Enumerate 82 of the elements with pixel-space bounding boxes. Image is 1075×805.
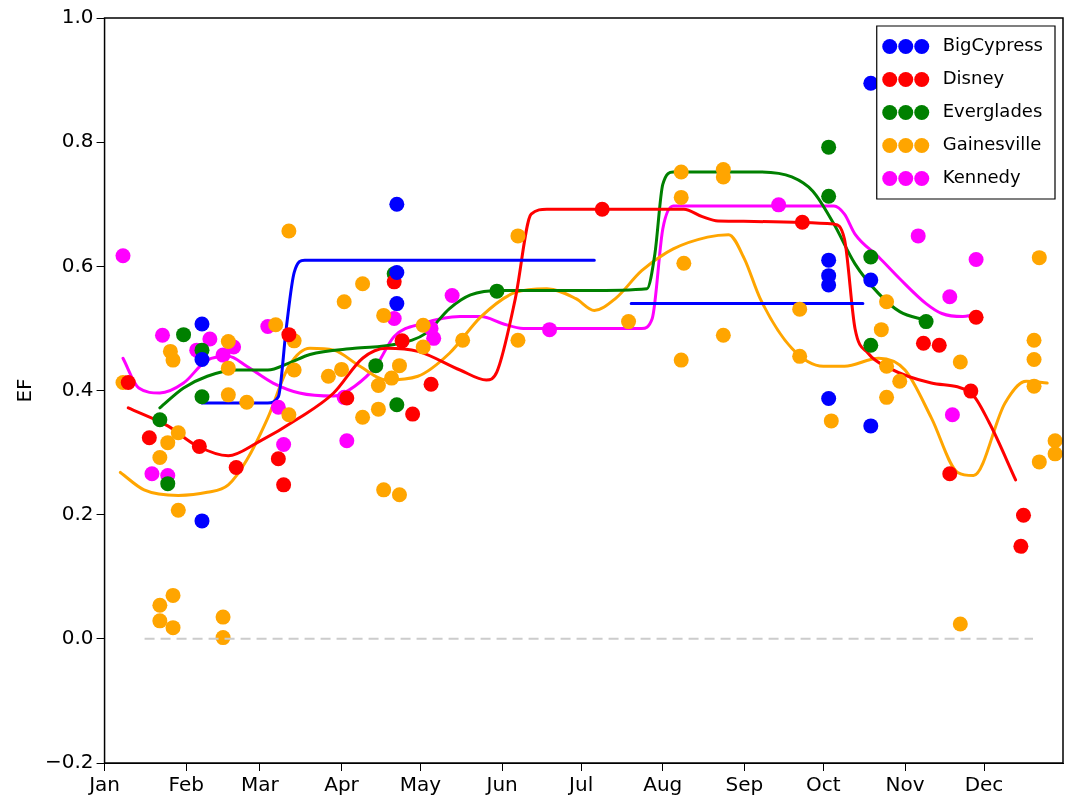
- point: [942, 289, 958, 305]
- point: [968, 309, 984, 325]
- point: [270, 451, 286, 467]
- point: [115, 248, 131, 264]
- point: [942, 466, 958, 482]
- y-tick-label: 0.0: [61, 625, 94, 650]
- point: [918, 314, 934, 330]
- y-tick-label: 0.6: [61, 252, 94, 277]
- y-tick-label: 1.0: [61, 4, 94, 29]
- point: [910, 228, 926, 244]
- x-tick-label: Jul: [567, 772, 594, 797]
- legend-label: Kennedy: [942, 166, 1022, 188]
- legend-label: Gainesville: [942, 133, 1042, 155]
- x-tick-label: Dec: [964, 772, 1004, 797]
- point: [154, 327, 170, 343]
- x-tick-label: Mar: [241, 772, 280, 797]
- point: [821, 252, 837, 268]
- point: [144, 466, 160, 482]
- point: [968, 252, 984, 267]
- point: [270, 399, 286, 415]
- point: [276, 477, 292, 493]
- point: [194, 351, 210, 367]
- point: [281, 327, 297, 343]
- point: [863, 418, 879, 434]
- x-tick-label: Aug: [643, 772, 683, 797]
- point: [423, 376, 439, 392]
- point: [405, 406, 421, 422]
- point: [821, 188, 837, 204]
- point: [389, 397, 405, 413]
- point: [339, 433, 355, 449]
- point: [389, 296, 405, 312]
- y-tick-label: 0.4: [61, 376, 94, 401]
- point: [771, 197, 787, 213]
- legend-label: Disney: [942, 67, 1005, 89]
- y-axis-title: EF: [12, 378, 37, 403]
- point: [194, 389, 210, 405]
- point: [191, 438, 207, 454]
- point: [194, 316, 210, 332]
- point: [141, 430, 157, 446]
- point: [394, 333, 410, 349]
- legend-label: BigCypress: [942, 34, 1044, 56]
- point: [160, 476, 176, 492]
- point: [228, 459, 244, 475]
- point: [444, 288, 460, 304]
- point: [944, 407, 960, 423]
- point: [963, 383, 979, 399]
- point: [1016, 507, 1031, 523]
- point: [863, 75, 879, 91]
- x-tick-label: Apr: [324, 772, 360, 797]
- point: [215, 347, 231, 363]
- point: [794, 214, 810, 230]
- point: [1013, 538, 1029, 554]
- x-tick-label: Nov: [885, 772, 925, 797]
- x-tick-label: Feb: [168, 772, 204, 797]
- x-tick-label: Oct: [806, 772, 841, 797]
- x-tick-label: May: [399, 772, 442, 797]
- x-tick-label: Jun: [484, 772, 518, 797]
- y-tick-label: 0.8: [61, 128, 94, 153]
- point: [276, 437, 292, 453]
- point: [863, 272, 879, 288]
- point: [821, 391, 837, 407]
- point: [489, 283, 505, 299]
- point: [542, 322, 558, 338]
- point: [594, 201, 610, 217]
- point: [931, 337, 947, 353]
- legend-label: Everglades: [942, 100, 1043, 122]
- x-tick-label: Jan: [87, 772, 120, 797]
- y-tick-label: 0.2: [61, 500, 94, 525]
- point: [863, 249, 879, 265]
- point: [389, 196, 405, 212]
- y-tick-label: −0.2: [44, 749, 94, 774]
- point: [202, 331, 218, 347]
- point: [120, 374, 136, 390]
- point: [915, 335, 931, 351]
- x-tick-label: Sep: [725, 772, 764, 797]
- point: [194, 513, 210, 529]
- point: [368, 358, 384, 374]
- point: [176, 327, 192, 343]
- point: [426, 330, 442, 346]
- point: [863, 337, 879, 353]
- point: [821, 139, 837, 155]
- point: [152, 412, 168, 428]
